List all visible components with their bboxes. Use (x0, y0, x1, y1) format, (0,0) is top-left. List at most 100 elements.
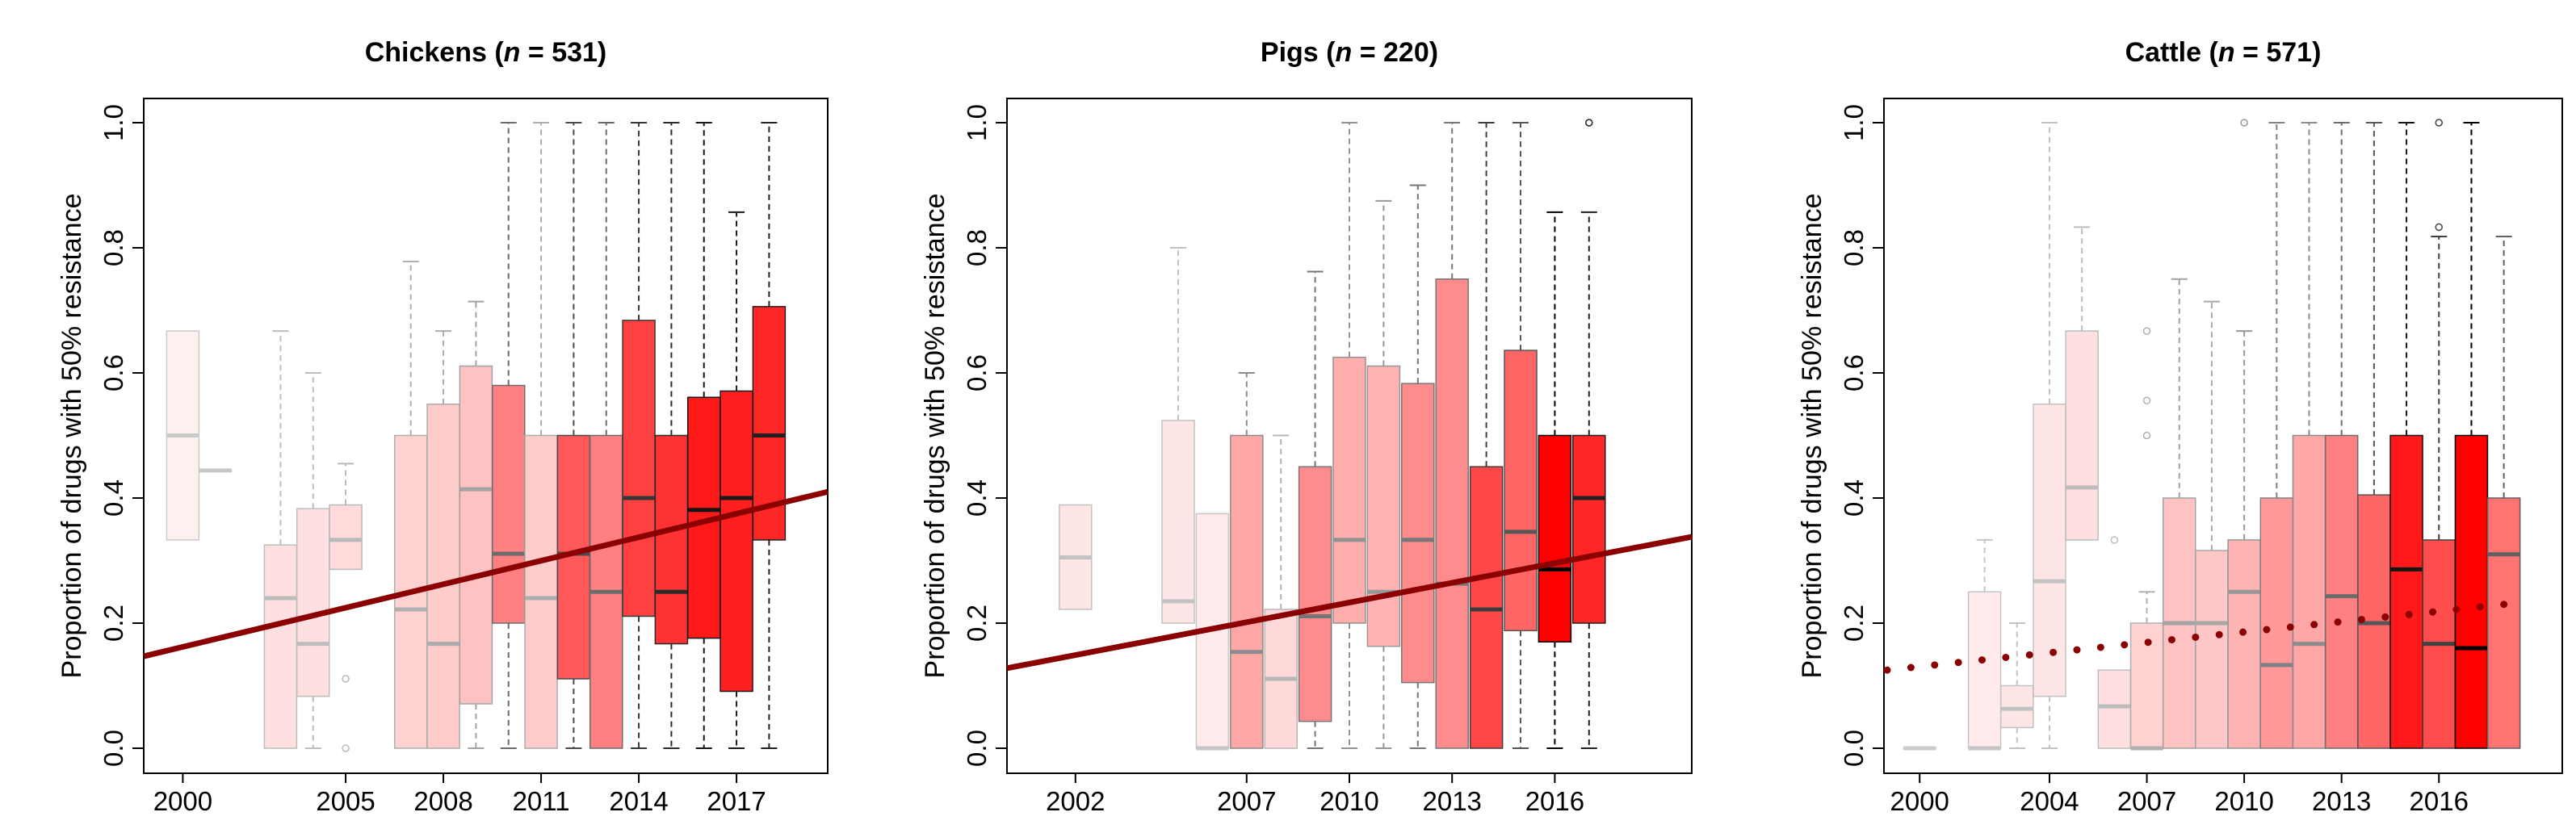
x-tick-label: 2002 (1046, 786, 1105, 816)
y-tick-label: 0.0 (1839, 730, 1869, 767)
box-body (2033, 404, 2066, 697)
box-2007 (2129, 327, 2164, 751)
trend-dot (2310, 621, 2318, 629)
box-2017 (1572, 119, 1606, 749)
box-2014 (1469, 122, 1504, 749)
y-tick-label: 0.4 (99, 479, 128, 517)
box-2012 (2292, 122, 2326, 749)
y-tick-label: 0.2 (99, 605, 128, 642)
chart-title-suffix: = 571) (2235, 37, 2322, 68)
x-tick-label: 2017 (707, 786, 766, 816)
y-tick-label: 0.6 (962, 354, 992, 391)
x-tick-label: 2007 (2117, 786, 2176, 816)
y-tick-label: 0.0 (99, 730, 128, 767)
chart-title-prefix: Pigs ( (1261, 37, 1336, 68)
box-2016 (1538, 211, 1572, 749)
chart-title-prefix: Cattle ( (2125, 37, 2219, 68)
box-2005 (329, 463, 363, 752)
outlier-point (2435, 223, 2444, 232)
outlier-point (2240, 119, 2248, 127)
box-body (2065, 330, 2099, 541)
box-body (1230, 434, 1264, 749)
x-tick-label: 2005 (316, 786, 375, 816)
box-2004 (296, 372, 330, 749)
box-2013 (1435, 122, 1469, 749)
chart-title-suffix: = 531) (520, 37, 606, 68)
trend-dot (2381, 613, 2389, 621)
box-body (622, 320, 656, 617)
box-body (1332, 356, 1366, 624)
y-tick-label: 1.0 (99, 104, 128, 141)
box-2010 (1332, 122, 1366, 749)
trend-dot (2002, 653, 2010, 661)
trend-dot (2121, 641, 2129, 649)
outlier-point (2142, 431, 2151, 440)
trend-line (143, 488, 829, 659)
box-body (1504, 350, 1538, 632)
y-tick-label: 0.4 (962, 479, 992, 517)
panel-1: Chickens (n = 531) 0.0 0.2 0.4 0.6 0.8 1.0 Prop… (57, 37, 829, 816)
box-2011 (1366, 199, 1401, 749)
box-2014 (622, 122, 656, 749)
box-2008 (2162, 278, 2196, 749)
y-tick-label: 1.0 (962, 104, 992, 141)
trend-dot (1931, 661, 1939, 669)
box-body (2324, 434, 2359, 749)
trend-dot (2405, 610, 2413, 618)
box-2017 (720, 211, 753, 749)
box-2010 (491, 122, 526, 749)
outlier-point (1585, 119, 1593, 127)
box-body (1572, 434, 1606, 624)
outlier-point (2142, 396, 2151, 404)
box-2015 (2389, 122, 2423, 749)
box-2002 (1059, 504, 1093, 610)
outlier-point (2435, 119, 2444, 127)
box-body (2097, 669, 2132, 749)
box-2008 (1264, 434, 1298, 749)
box-2005 (2065, 226, 2099, 541)
box-2007 (1230, 372, 1264, 749)
box-2017 (2454, 122, 2489, 749)
box-2015 (654, 122, 689, 749)
x-tick-label: 2013 (2312, 786, 2371, 816)
chart-title: Pigs (n = 220) (1261, 37, 1438, 68)
trend-dot (2500, 601, 2508, 609)
outlier-point (342, 675, 350, 683)
trend-dot (2049, 648, 2058, 656)
x-tick-label: 2013 (1422, 786, 1481, 816)
trend-dot (2452, 605, 2461, 613)
box-2010 (2227, 119, 2261, 749)
box-body (2389, 434, 2423, 749)
trend-dot (2167, 636, 2175, 644)
box-body (1161, 420, 1195, 624)
panel-3: Cattle (n = 571) 0.0 0.2 0.4 0.6 0.8 1.0 Propor… (1797, 37, 2563, 816)
box-2005 (1161, 247, 1195, 624)
box-2003 (263, 330, 298, 749)
box-2016 (2422, 119, 2456, 749)
box-body (1298, 466, 1332, 722)
trend-dot (2429, 608, 2437, 616)
plot-frame (1883, 98, 2563, 774)
box-body (752, 306, 787, 541)
chart-title-n: n (1335, 37, 1352, 68)
trend-dot (1954, 659, 1962, 667)
box-body (491, 384, 526, 624)
x-tick-label: 2014 (609, 786, 668, 816)
y-axis-label: Proportion of drugs with 50% resistance (1797, 194, 1827, 679)
box-body (2486, 497, 2521, 749)
box-2018 (2486, 236, 2521, 749)
box-body (1967, 591, 2002, 749)
y-tick-label: 0.8 (99, 229, 128, 266)
trend-dot (2476, 603, 2484, 611)
panel-2: Pigs (n = 220) 0.0 0.2 0.4 0.6 0.8 1.0 Proporti… (920, 37, 1693, 816)
box-body (1366, 365, 1401, 647)
trend-dot (2073, 646, 2081, 654)
trend-dot (2096, 643, 2104, 651)
box-2008 (426, 330, 460, 749)
trend-line (1006, 534, 1693, 672)
box-2007 (393, 261, 428, 749)
trend-dot (2215, 630, 2223, 638)
chart-title-n: n (504, 37, 521, 68)
chart-title-prefix: Chickens ( (365, 37, 505, 68)
